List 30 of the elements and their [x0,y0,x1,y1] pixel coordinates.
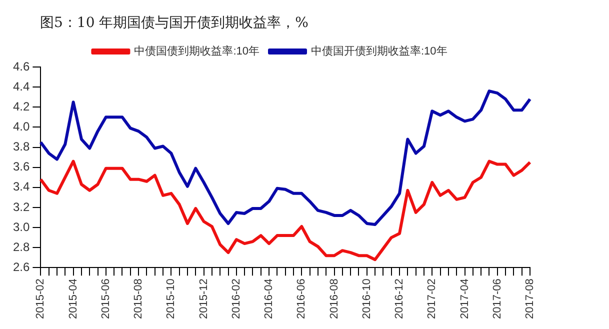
x-tick-label: 2017-04 [458,278,471,320]
y-tick-label: 3.6 [12,160,30,174]
y-tick-label: 3.4 [12,180,30,194]
x-tick-label: 2017-02 [426,278,438,320]
chart-title: 图5：10 年期国债与国开债到期收益率，% [40,14,308,32]
y-tick-label: 3.0 [12,220,30,234]
y-tick-label: 3.8 [12,140,30,154]
y-tick-label: 2.6 [12,260,30,274]
y-tick-label: 4.2 [12,99,30,114]
x-tick-label: 2015-08 [132,278,145,320]
y-tick-label: 4.4 [12,79,30,94]
x-tick-label: 2015-02 [34,278,47,320]
x-tick-label: 2016-12 [394,278,406,320]
x-tick-label: 2015-06 [100,278,112,320]
legend-label: 中债国开债到期收益率:10年 [311,44,448,58]
x-tick-label: 2015-04 [67,278,80,320]
x-tick-label: 2016-02 [230,278,242,320]
x-tick-label: 2017-08 [524,278,536,320]
x-tick-label: 2016-04 [263,278,276,320]
x-tick-label: 2016-06 [296,278,308,320]
legend-label: 中债国债到期收益率:10年 [134,44,260,58]
x-tick-label: 2016-08 [328,278,340,320]
x-tick-label: 2017-06 [491,278,504,320]
x-tick-label: 2015-10 [165,278,178,320]
y-tick-label: 4.6 [12,59,30,74]
y-tick-label: 4.0 [12,120,30,134]
y-tick-label: 3.2 [12,200,30,214]
x-tick-label: 2016-10 [360,278,373,320]
y-tick-label: 2.8 [12,240,30,254]
x-tick-label: 2015-12 [198,278,210,320]
